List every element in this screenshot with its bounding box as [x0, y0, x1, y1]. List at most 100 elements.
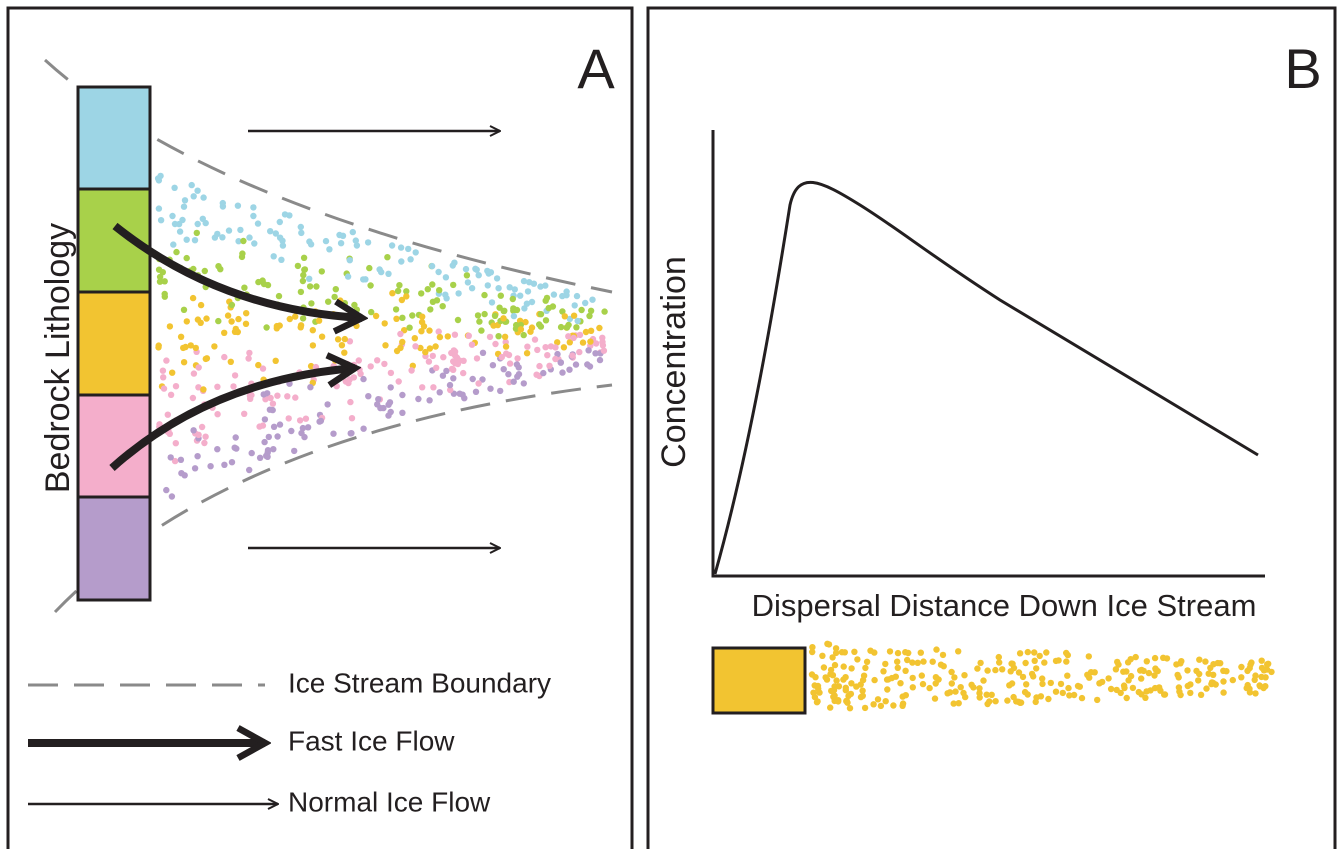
dot [968, 681, 975, 688]
dot [388, 242, 396, 249]
dot [387, 408, 394, 416]
dot [870, 701, 877, 708]
dot [560, 344, 568, 351]
dot [194, 220, 201, 228]
dot [848, 680, 855, 687]
dot [517, 292, 524, 299]
dot [559, 292, 566, 300]
dot [841, 649, 848, 656]
dot [234, 328, 241, 336]
axes [711, 130, 1265, 578]
dot [256, 454, 264, 461]
dot [844, 699, 851, 706]
dot [511, 286, 518, 293]
dot [877, 702, 885, 710]
lithology-block [76, 187, 152, 294]
dot [601, 308, 608, 315]
dot [1260, 667, 1268, 674]
dot [444, 333, 451, 340]
dot [298, 229, 305, 237]
dot [550, 291, 558, 298]
dot [1009, 660, 1016, 667]
dot [487, 385, 494, 392]
dot [1043, 649, 1050, 656]
dot [554, 339, 561, 346]
dot [192, 344, 199, 352]
dot [1078, 694, 1086, 702]
dot [180, 203, 188, 210]
dot [514, 373, 521, 380]
dot [415, 395, 422, 403]
dot [292, 394, 299, 401]
dot [848, 665, 855, 672]
dot [392, 306, 400, 313]
dot [986, 698, 993, 705]
dot [426, 345, 434, 352]
dot [375, 396, 382, 403]
dot [299, 424, 307, 432]
dot [831, 661, 839, 669]
dot [160, 385, 168, 392]
dot [155, 342, 162, 349]
dot [285, 415, 292, 422]
dot [262, 396, 269, 403]
dot [460, 357, 467, 364]
dot [475, 380, 482, 387]
panel-b-frame [646, 6, 1337, 849]
dot [227, 358, 234, 365]
dot [842, 674, 849, 681]
dot [178, 470, 185, 477]
dot [436, 287, 443, 294]
dot [592, 350, 599, 357]
dot [214, 230, 221, 238]
dot [245, 355, 252, 362]
dot [561, 313, 568, 320]
dot [426, 397, 433, 404]
dot [1004, 697, 1011, 704]
dot [191, 465, 199, 472]
dot [1223, 668, 1230, 675]
dot [169, 369, 176, 376]
dot [344, 273, 352, 280]
dot [540, 369, 547, 377]
dot [1257, 683, 1264, 690]
dot [554, 350, 561, 358]
dot [362, 276, 369, 283]
dot [1132, 653, 1139, 661]
dot [202, 355, 209, 363]
dot [1252, 690, 1259, 697]
dot [1157, 687, 1164, 694]
dot [309, 342, 317, 349]
dot [454, 316, 462, 324]
dot [1125, 677, 1132, 684]
dot [890, 702, 897, 709]
dot [333, 383, 340, 390]
dot [479, 376, 486, 383]
dot [418, 290, 425, 297]
dot [1017, 699, 1025, 706]
dot [1022, 681, 1030, 688]
dot [393, 315, 400, 322]
dot [419, 384, 426, 391]
dot [200, 194, 207, 201]
dot [505, 371, 512, 378]
dot [827, 704, 834, 711]
dot [250, 212, 257, 220]
dot [396, 282, 403, 289]
dot [1031, 657, 1038, 664]
dot [242, 320, 250, 327]
dot [1041, 659, 1048, 666]
dot [1064, 672, 1071, 679]
dot [161, 278, 168, 285]
dot [816, 689, 823, 696]
dot [364, 239, 372, 246]
dot [1015, 669, 1023, 676]
dot [360, 375, 367, 383]
dot [156, 273, 164, 281]
dot [299, 315, 307, 322]
dot [1052, 688, 1060, 695]
dot [399, 391, 406, 399]
dot [183, 318, 190, 325]
dot [266, 406, 274, 413]
dot [352, 237, 359, 244]
